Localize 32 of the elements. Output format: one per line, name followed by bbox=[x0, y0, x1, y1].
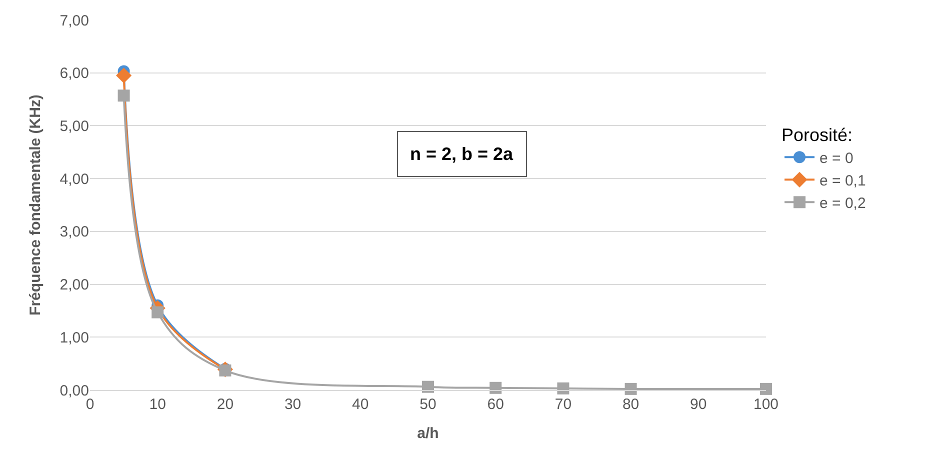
y-axis-title: Fréquence fondamentale (KHz) bbox=[27, 94, 44, 316]
point bbox=[557, 382, 570, 394]
y-tick-label: 5,00 bbox=[60, 118, 89, 135]
x-tick-label: 80 bbox=[622, 396, 640, 413]
x-tick-label: 40 bbox=[352, 396, 369, 413]
y-tick-label: 3,00 bbox=[60, 224, 89, 241]
point bbox=[152, 306, 164, 318]
x-tick-label: 100 bbox=[753, 396, 779, 413]
y-tick-label: 7,00 bbox=[60, 12, 89, 30]
point bbox=[490, 382, 502, 394]
x-tick-label: 10 bbox=[149, 396, 166, 413]
point bbox=[116, 68, 132, 84]
legend-label: e = 0,1 bbox=[820, 172, 866, 190]
legend-title: Porosité: bbox=[782, 124, 853, 145]
y-tick-label: 2,00 bbox=[60, 276, 89, 294]
legend-label: e = 0,2 bbox=[820, 195, 866, 212]
x-tick-label: 60 bbox=[487, 396, 504, 413]
x-tick-label: 70 bbox=[554, 396, 572, 413]
x-tick-label: 20 bbox=[216, 396, 234, 413]
y-tick-label: 4,00 bbox=[60, 170, 89, 188]
y-tick-label: 6,00 bbox=[60, 65, 89, 82]
x-tick-label: 90 bbox=[690, 396, 707, 413]
x-tick-label: 30 bbox=[284, 396, 302, 413]
legend-label: e = 0 bbox=[820, 150, 854, 167]
point bbox=[422, 380, 434, 393]
y-tick-label: 1,00 bbox=[60, 329, 89, 346]
point bbox=[624, 382, 637, 395]
point bbox=[760, 382, 772, 395]
x-tick-label: 50 bbox=[420, 396, 436, 413]
annotation: n = 2, b = 2a bbox=[410, 144, 514, 164]
x-axis-title: a/h bbox=[417, 425, 439, 442]
point bbox=[118, 90, 130, 102]
